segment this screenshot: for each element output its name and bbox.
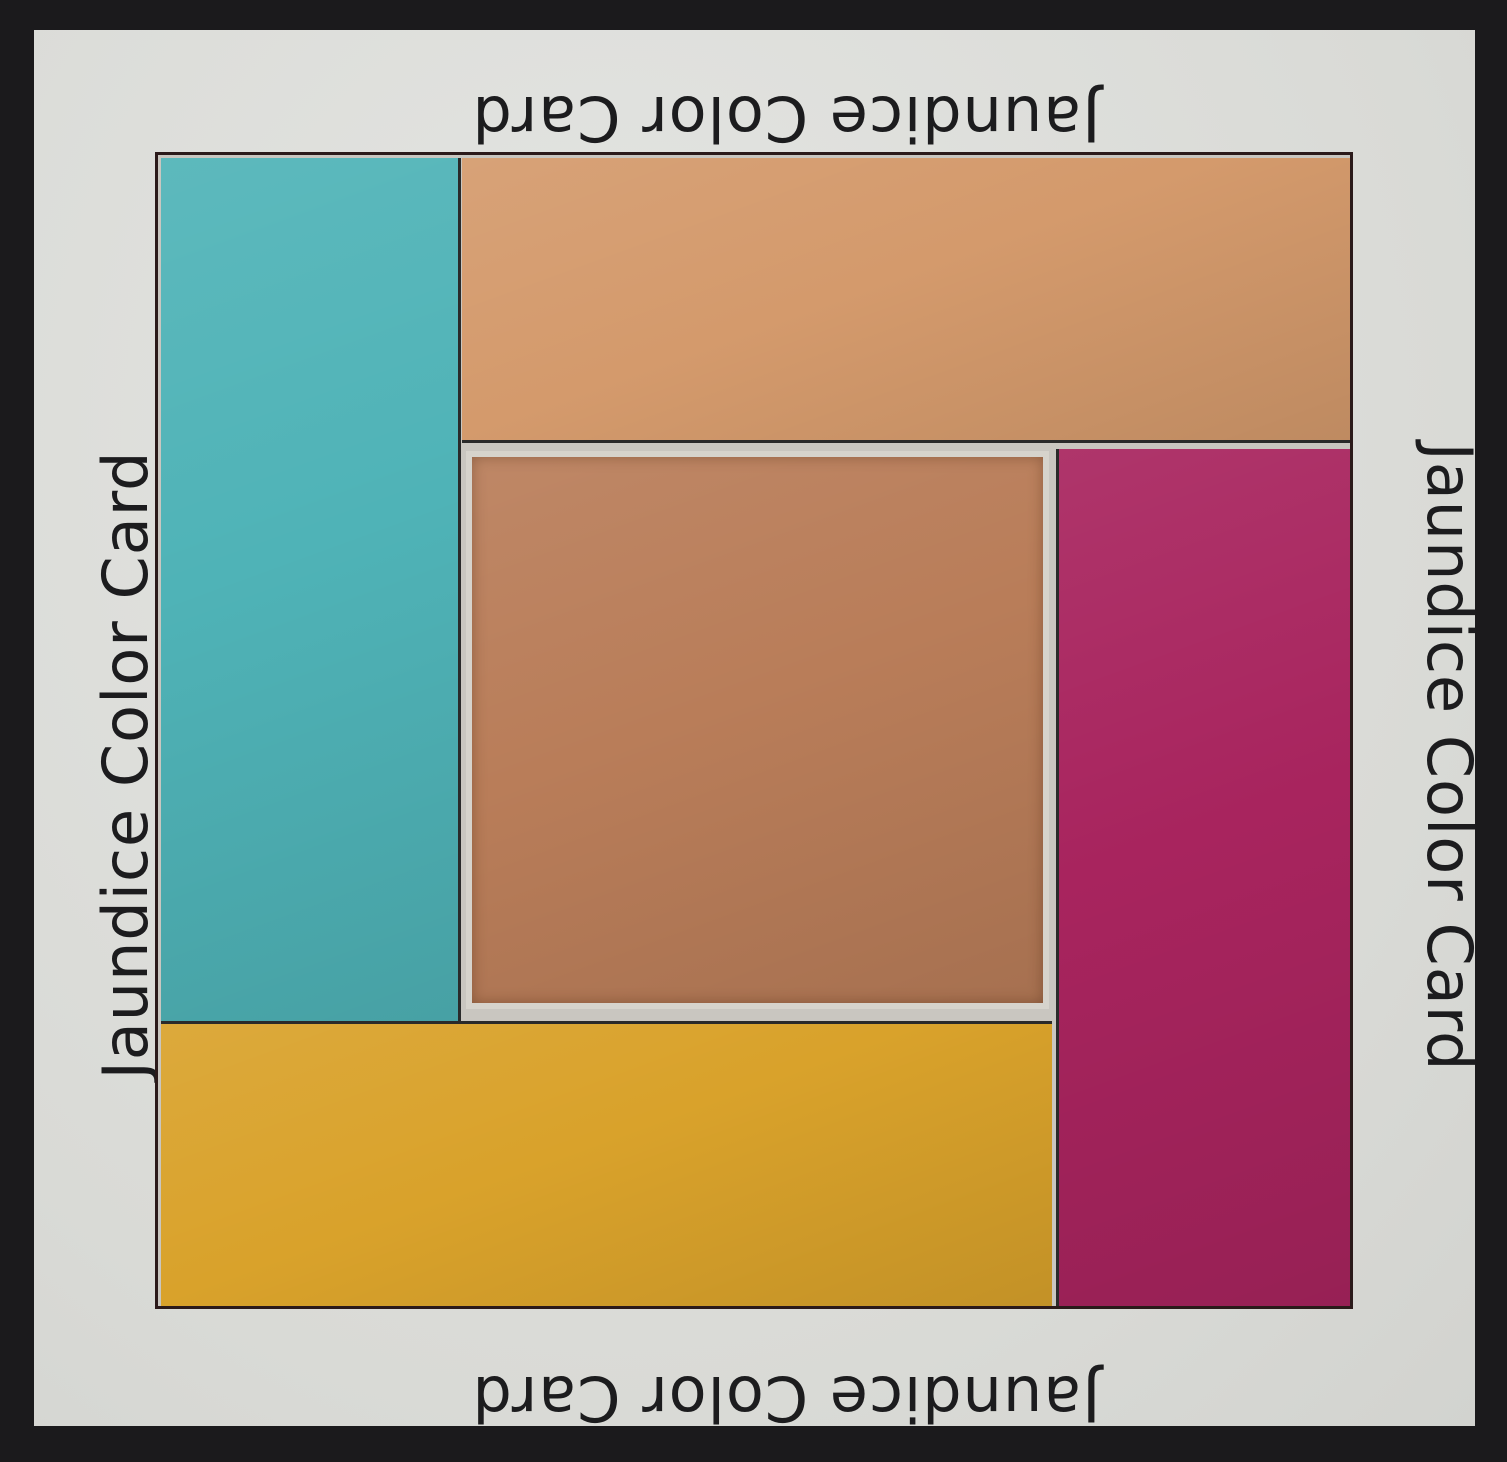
swatch-frame: [155, 152, 1353, 1309]
card-label-top: Jaundice Color Card: [471, 82, 1101, 155]
card-label-left: Jaundice Color Card: [89, 450, 162, 1080]
magenta-swatch: [1056, 449, 1350, 1306]
card-label-right: Jaundice Color Card: [1413, 442, 1486, 1072]
cyan-swatch: [161, 158, 461, 1021]
card-label-bottom: Jaundice Color Card: [471, 1362, 1101, 1435]
peach-swatch: [462, 158, 1350, 443]
skin-viewing-window: [466, 451, 1049, 1009]
yellow-swatch: [161, 1021, 1052, 1306]
